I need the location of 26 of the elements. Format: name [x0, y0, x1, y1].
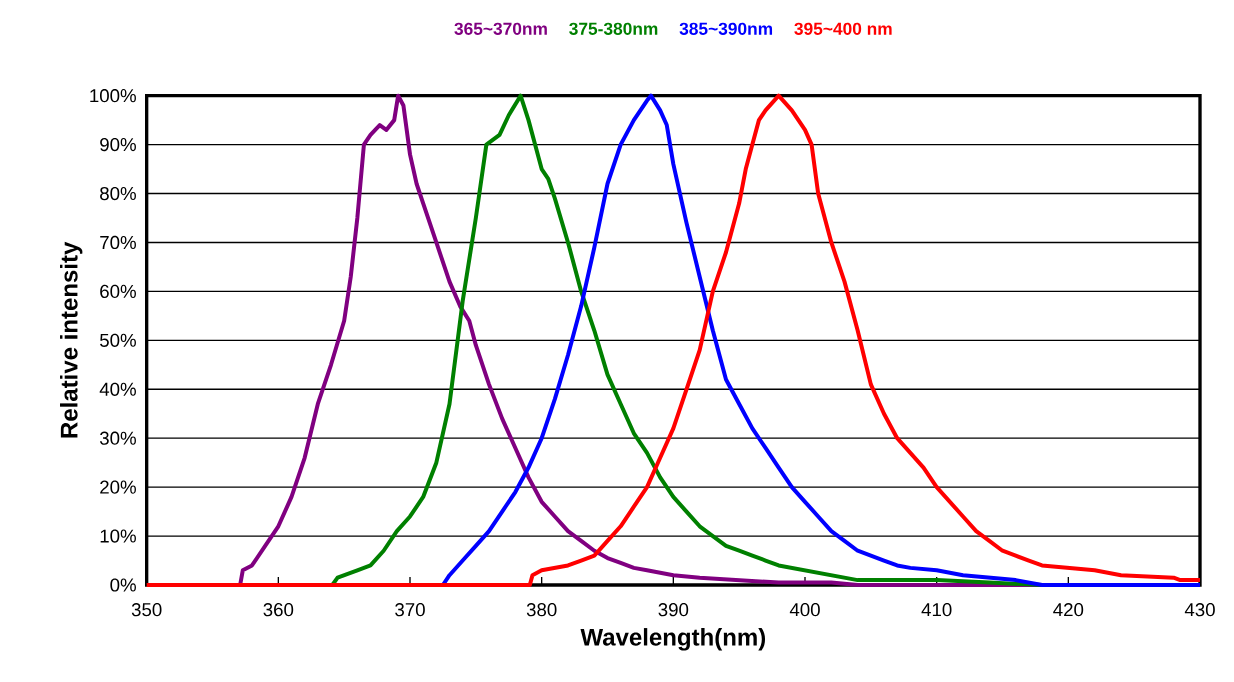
- x-tick-label: 380: [526, 603, 557, 617]
- y-tick-label: 80%: [100, 186, 136, 201]
- text: 365~370nm: [454, 22, 547, 35]
- x-tick-label: 370: [395, 603, 425, 617]
- x-tick-label: 400: [789, 603, 820, 617]
- y-tick-label: 60%: [100, 284, 136, 299]
- x-tick-label: 390: [658, 603, 689, 617]
- y-tick-label: 0%: [110, 578, 136, 592]
- text: 395~400 nm: [794, 22, 892, 35]
- x-tick-label: 410: [921, 603, 952, 617]
- y-tick-label: 10%: [100, 529, 136, 543]
- y-axis-title: Relative intensity: [60, 241, 83, 438]
- y-tick-label: 90%: [100, 137, 136, 152]
- x-tick-label: 360: [263, 603, 294, 617]
- text: 385~390nm: [679, 22, 773, 35]
- x-tick-label: 350: [131, 603, 162, 617]
- y-tick-label: 40%: [99, 382, 136, 396]
- y-tick-label: 100%: [90, 89, 136, 103]
- text: 375-380nm: [569, 22, 658, 35]
- y-tick-label: 20%: [100, 480, 136, 494]
- y-tick-label: 50%: [100, 333, 136, 347]
- x-axis-title: Wavelength(nm): [580, 628, 766, 651]
- y-tick-label: 30%: [99, 431, 136, 445]
- x-tick-label: 430: [1184, 603, 1215, 617]
- y-tick-label: 70%: [100, 235, 136, 250]
- x-tick-label: 420: [1053, 603, 1084, 617]
